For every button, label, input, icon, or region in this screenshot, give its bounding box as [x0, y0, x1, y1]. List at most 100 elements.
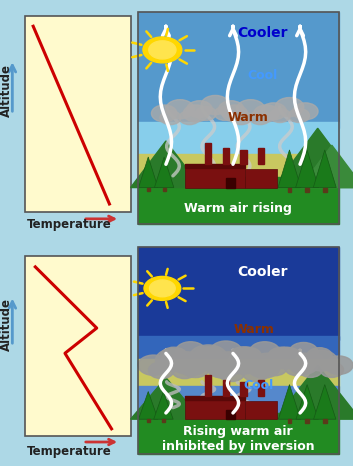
Bar — [138, 336, 339, 365]
Bar — [205, 375, 211, 396]
Polygon shape — [139, 391, 158, 419]
Circle shape — [219, 101, 244, 118]
Polygon shape — [155, 157, 174, 187]
Circle shape — [204, 353, 227, 368]
Circle shape — [160, 111, 181, 124]
Text: Cooler: Cooler — [237, 26, 288, 40]
Bar — [185, 396, 245, 419]
Polygon shape — [279, 384, 301, 419]
Circle shape — [289, 356, 318, 374]
Circle shape — [144, 276, 181, 301]
Circle shape — [177, 355, 208, 375]
Circle shape — [235, 347, 261, 365]
Bar — [288, 187, 291, 192]
Circle shape — [214, 106, 235, 120]
Bar — [226, 178, 235, 187]
Bar — [147, 419, 150, 423]
Circle shape — [269, 109, 291, 123]
Circle shape — [225, 353, 248, 368]
Text: Cool: Cool — [247, 69, 277, 82]
Polygon shape — [131, 141, 201, 187]
Circle shape — [172, 362, 197, 379]
Text: Temperature: Temperature — [27, 445, 112, 458]
Polygon shape — [313, 150, 336, 187]
Polygon shape — [154, 391, 173, 419]
Circle shape — [303, 353, 324, 367]
Circle shape — [264, 353, 286, 368]
Bar — [147, 187, 150, 191]
Bar — [258, 380, 264, 396]
Circle shape — [187, 101, 212, 118]
Bar — [163, 187, 166, 191]
Polygon shape — [131, 377, 201, 419]
Bar — [258, 148, 264, 164]
Polygon shape — [296, 150, 318, 187]
Circle shape — [283, 353, 305, 367]
Circle shape — [320, 362, 343, 377]
Circle shape — [190, 353, 212, 368]
Text: Temperature: Temperature — [27, 218, 112, 231]
Bar — [245, 169, 277, 187]
Circle shape — [149, 362, 174, 379]
Circle shape — [268, 347, 295, 365]
Bar — [138, 12, 339, 224]
Circle shape — [179, 111, 200, 124]
Circle shape — [194, 347, 221, 365]
Polygon shape — [300, 145, 353, 187]
Circle shape — [250, 342, 280, 362]
Circle shape — [285, 360, 309, 376]
Circle shape — [325, 356, 353, 374]
Bar — [138, 12, 339, 128]
Polygon shape — [275, 365, 353, 419]
Circle shape — [155, 349, 191, 371]
Circle shape — [170, 352, 204, 374]
Circle shape — [254, 105, 279, 122]
Circle shape — [150, 280, 175, 297]
Bar — [138, 154, 339, 185]
Circle shape — [288, 109, 310, 123]
Circle shape — [293, 103, 318, 120]
Polygon shape — [139, 157, 158, 187]
Bar — [138, 247, 339, 340]
Circle shape — [305, 350, 337, 371]
Bar — [185, 396, 245, 399]
Polygon shape — [296, 384, 318, 419]
Circle shape — [189, 345, 227, 370]
Circle shape — [143, 37, 182, 63]
Circle shape — [243, 364, 269, 382]
Bar — [138, 177, 339, 224]
Polygon shape — [313, 384, 336, 419]
Circle shape — [237, 100, 265, 119]
Circle shape — [195, 106, 216, 120]
Circle shape — [250, 111, 271, 124]
Circle shape — [307, 348, 332, 364]
Circle shape — [222, 105, 247, 122]
Circle shape — [261, 103, 286, 120]
Bar — [223, 148, 229, 164]
Bar — [288, 419, 291, 423]
Text: Warm air rising: Warm air rising — [184, 202, 292, 215]
Bar — [138, 122, 339, 160]
Bar — [138, 359, 339, 392]
Circle shape — [290, 353, 319, 373]
Circle shape — [275, 97, 304, 116]
Bar — [226, 410, 235, 419]
Circle shape — [201, 96, 229, 115]
Circle shape — [248, 357, 280, 378]
Circle shape — [289, 343, 318, 361]
Text: Rising warm air
inhibited by inversion: Rising warm air inhibited by inversion — [162, 425, 315, 453]
Circle shape — [253, 353, 282, 373]
Circle shape — [263, 360, 287, 376]
Polygon shape — [278, 150, 301, 187]
Circle shape — [244, 353, 266, 368]
Circle shape — [207, 359, 235, 377]
Text: Warm: Warm — [234, 323, 275, 336]
Circle shape — [161, 347, 187, 365]
Bar — [138, 413, 339, 454]
Bar — [205, 143, 211, 164]
Circle shape — [138, 355, 169, 375]
Bar — [240, 382, 247, 396]
Circle shape — [299, 362, 322, 377]
Circle shape — [229, 347, 258, 365]
Circle shape — [194, 347, 222, 365]
